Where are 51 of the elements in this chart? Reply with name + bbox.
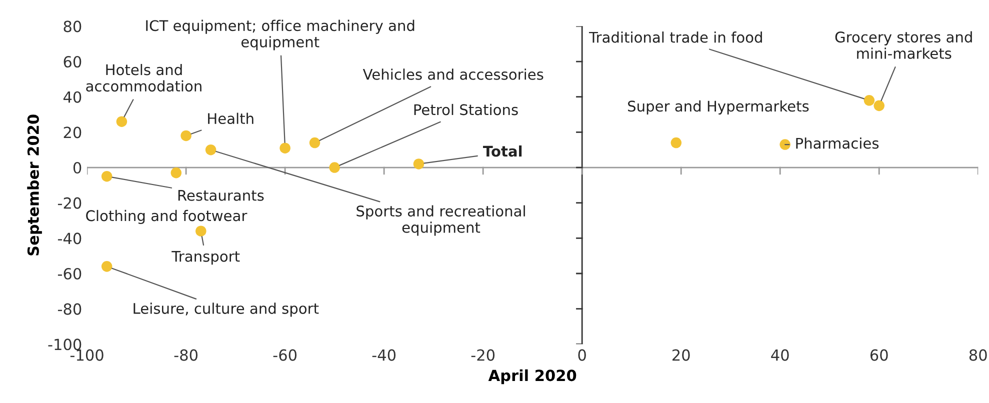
x-tick-label: 0 <box>578 349 586 361</box>
x-tick-label: 20 <box>672 349 690 361</box>
y-tick-label: 20 <box>64 126 82 138</box>
annotation: Transport <box>172 250 240 265</box>
annotation: Super and Hypermarkets <box>628 100 809 115</box>
point <box>329 162 340 173</box>
x-tick-label: -40 <box>372 349 396 361</box>
point <box>101 261 112 272</box>
point <box>780 139 790 150</box>
point <box>309 137 320 148</box>
x-tick-label: 40 <box>771 349 789 361</box>
point <box>205 144 216 156</box>
x-tick-label: -20 <box>471 349 495 361</box>
point <box>670 137 682 148</box>
x-tick-label: 60 <box>870 349 888 361</box>
y-tick-label: -40 <box>58 232 82 244</box>
annotation: Grocery stores and mini-markets <box>835 31 972 59</box>
point <box>864 95 875 106</box>
annotation: Petrol Stations <box>414 104 518 116</box>
annotation: Restaurants <box>178 190 264 201</box>
annotation: Leisure, culture and sport <box>134 302 319 317</box>
y-tick-label: -60 <box>58 268 82 280</box>
y-tick-label: 80 <box>64 20 82 32</box>
annotation: Total <box>483 145 522 157</box>
y-tick-label: -20 <box>58 197 82 209</box>
annotation: Sports and recreational equipment <box>356 205 525 236</box>
point <box>280 142 290 154</box>
y-tick-label: 40 <box>63 91 82 103</box>
y-tick-label: -80 <box>58 303 82 315</box>
point <box>413 158 424 170</box>
annotation: Health <box>208 112 254 124</box>
annotation: Pharmacies <box>796 137 879 149</box>
annotation: ICT equipment; office machinery and equipment <box>146 20 414 50</box>
annotation: Vehicles and accessories <box>362 68 544 80</box>
x-tick-label: -80 <box>174 349 198 361</box>
x-tick-label: 80 <box>969 349 987 361</box>
y-tick-label: -100 <box>48 338 82 350</box>
annotation: Traditional trade in food <box>588 32 762 43</box>
point <box>101 170 112 182</box>
y-tick-label: 60 <box>64 56 82 68</box>
x-tick-label: -60 <box>273 349 297 361</box>
point <box>874 100 884 112</box>
point <box>116 116 128 127</box>
point <box>170 167 182 178</box>
x-axis-title: April 2020 <box>488 369 576 384</box>
point <box>196 226 206 236</box>
annotation: Hotels and accommodation <box>86 64 202 92</box>
point <box>180 130 192 142</box>
y-axis-title: September 2020 <box>27 114 42 256</box>
annotation: Clothing and footwear <box>86 210 248 224</box>
y-tick-label: 0 <box>73 162 82 174</box>
